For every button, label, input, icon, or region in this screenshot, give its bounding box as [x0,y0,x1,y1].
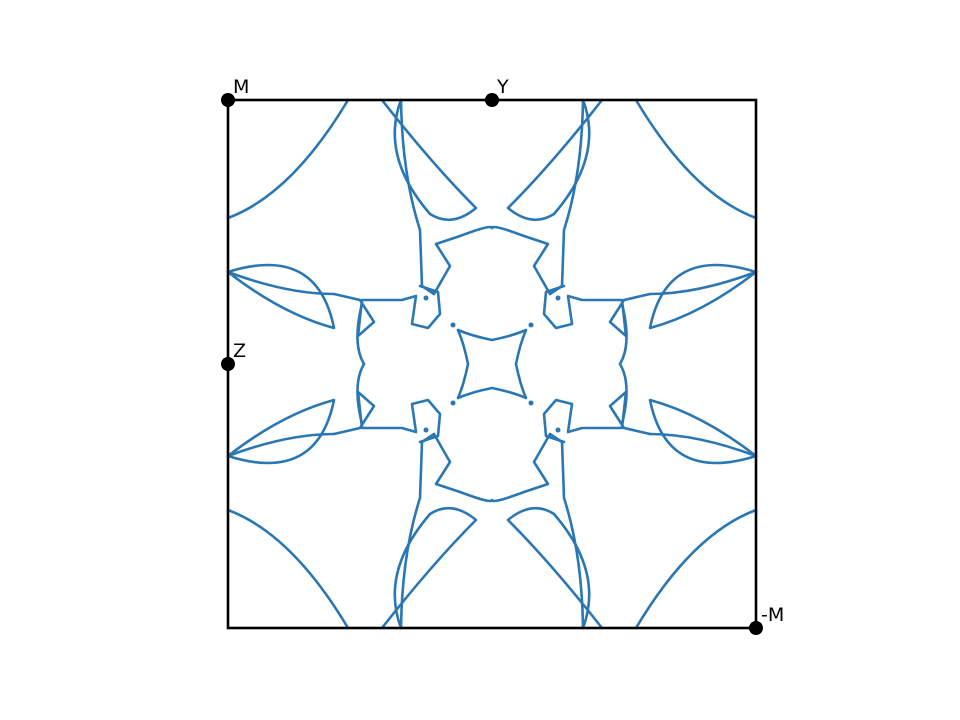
contour-pocket-dot [555,295,561,301]
contour-outer-cusp [226,508,350,630]
contour-pocket-dot [423,427,429,433]
contour-center-quarter [490,328,528,366]
contour-mid-upper-arc [490,225,526,238]
point-marker-z [221,357,235,371]
contour-outer-cusp-side [648,432,758,458]
contour-center-quarter [456,328,494,366]
contour-pocket-dot [450,400,456,406]
contour-outer-cusp-side [648,270,758,296]
contour-center-quarter [456,362,494,400]
label-m: M [233,76,249,98]
contour-quadrant-tr [490,98,758,366]
contour-pocket-dot [450,322,456,328]
contour-inner-hook [618,302,628,366]
contour-pocket-dot [528,400,534,406]
contour-outer-cusp [634,508,758,630]
contour-side-crescent [226,263,336,330]
contour-quadrant-br [490,362,758,630]
point-marker-y [485,93,499,107]
contour-side-lobe [332,390,442,444]
contour-inner-hook [356,302,366,366]
contour-side-crescent [648,398,758,465]
contour-outer-cusp [226,98,350,220]
point-marker-neg-m [749,621,763,635]
contour-upper-lobe [522,432,585,630]
contour-outer-cusp-side [226,432,336,458]
contour-upper-lobe [399,432,462,630]
contour-mid-upper-arc [490,490,526,503]
contour-upper-crescent [506,506,604,630]
contour-center-quarter [490,362,528,400]
contour-pocket-dot [528,322,534,328]
contour-quadrant-tl [226,98,494,366]
contour-mid-upper-arc [458,225,494,238]
brillouin-zone-frame [226,98,758,630]
contour-pocket-dot [555,427,561,433]
contour-upper-crescent [380,506,478,630]
label-neg-m: -M [761,604,784,626]
contour-quadrant-bl [226,362,494,630]
contour-mid-upper-arc [458,490,494,503]
contour-inner-hook [356,362,366,426]
contour-side-lobe [542,284,652,338]
contour-pocket-dot [423,295,429,301]
contour-upper-lobe [522,98,585,296]
contour-side-lobe [332,284,442,338]
contour-side-lobe [542,390,652,444]
label-y: Y [496,76,509,98]
contour-upper-lobe [399,98,462,296]
point-marker-m [221,93,235,107]
contour-outer-cusp [634,98,758,220]
contour-outer-cusp-side [226,270,336,296]
fermi-surface-contours [226,98,758,630]
contour-inner-hook [618,362,628,426]
contour-side-crescent [226,398,336,465]
contour-upper-crescent [506,98,604,222]
contour-upper-crescent [380,98,478,222]
label-z: Z [233,340,246,362]
contour-side-crescent [648,263,758,330]
